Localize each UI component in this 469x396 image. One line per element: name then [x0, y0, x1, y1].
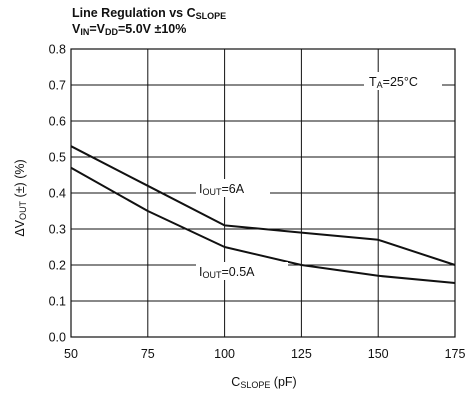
- chart-subtitle: VIN=VDD=5.0V ±10%: [72, 22, 186, 39]
- ta-label-bg: [364, 72, 442, 90]
- x-tick-label: 125: [291, 347, 312, 361]
- y-tick-label: 0.1: [49, 295, 66, 309]
- series-line-iout-6a: [70, 145, 456, 266]
- chart-title-main: Line Regulation vs C: [72, 6, 196, 20]
- y-tick-label: 0.4: [49, 187, 66, 201]
- series-6a-label: IOUT=6A: [199, 182, 245, 197]
- series-lines: [70, 145, 456, 284]
- y-tick-label: 0.8: [49, 43, 66, 57]
- x-tick-label: 100: [214, 347, 235, 361]
- y-axis-label: ΔVOUT (±) (%): [13, 159, 28, 236]
- plot-frame: [70, 48, 456, 338]
- y-tick-label: 0.2: [49, 259, 66, 273]
- x-tick-labels: 50 75 100 125 150 175: [64, 347, 465, 361]
- y-tick-label: 0.0: [49, 331, 66, 345]
- x-axis-label: CSLOPE (pF): [231, 375, 296, 390]
- x-tick-label: 150: [368, 347, 389, 361]
- y-tick-label: 0.6: [49, 115, 66, 129]
- subtitle-v: V: [72, 22, 81, 36]
- series-line-iout-0-5a: [70, 166, 456, 284]
- subtitle-in: IN: [80, 27, 90, 37]
- y-tick-label: 0.5: [49, 151, 66, 165]
- chart-title-sub: SLOPE: [195, 11, 227, 21]
- subtitle-rest: =5.0V ±10%: [117, 22, 187, 36]
- y-tick-label: 0.7: [49, 79, 66, 93]
- series-05a-label: IOUT=0.5A: [199, 265, 255, 280]
- chart-title: Line Regulation vs CSLOPE: [72, 6, 226, 23]
- x-tick-label: 50: [64, 347, 78, 361]
- subtitle-eqv: =V: [89, 22, 105, 36]
- y-tick-label: 0.3: [49, 223, 66, 237]
- y-tick-labels: 0.0 0.1 0.2 0.3 0.4 0.5 0.6 0.7 0.8: [49, 43, 66, 345]
- ta-annotation: TA=25°C: [369, 75, 418, 90]
- x-tick-label: 75: [141, 347, 155, 361]
- series-6a-label-bg: [196, 179, 270, 197]
- x-tick-label: 175: [445, 347, 466, 361]
- series-05a-label-bg: [196, 262, 288, 280]
- subtitle-dd: DD: [104, 27, 118, 37]
